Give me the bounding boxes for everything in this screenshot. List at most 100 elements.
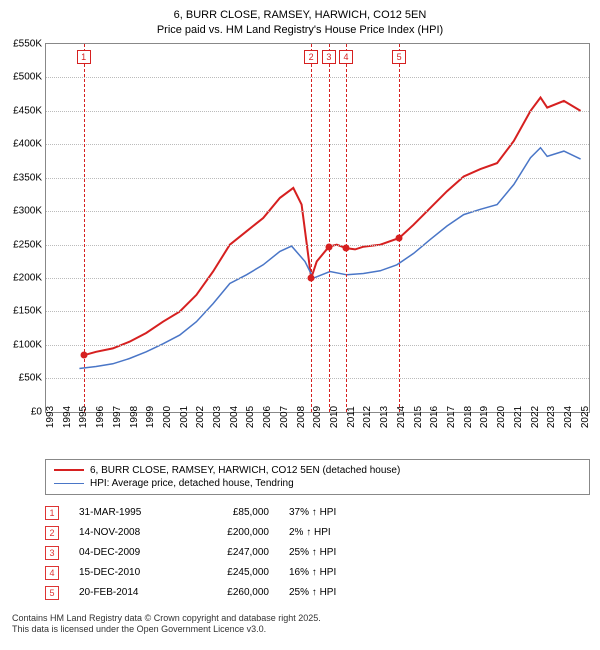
sale-row-date: 14-NOV-2008 bbox=[79, 527, 179, 538]
y-tick-label: £300K bbox=[13, 206, 42, 217]
sale-row-pct: 16% ↑ HPI bbox=[289, 567, 369, 578]
sale-marker-box: 2 bbox=[304, 50, 318, 64]
y-gridline bbox=[46, 211, 589, 212]
sale-row-marker: 1 bbox=[45, 506, 59, 520]
sale-row-pct: 25% ↑ HPI bbox=[289, 587, 369, 598]
title-line-2: Price paid vs. HM Land Registry's House … bbox=[0, 23, 600, 38]
x-tick-label: 2021 bbox=[513, 406, 524, 428]
sales-table: 1 31-MAR-1995 £85,000 37% ↑ HPI 2 14-NOV-2008… bbox=[45, 503, 590, 603]
x-tick-label: 1993 bbox=[45, 406, 56, 428]
sale-row-marker: 3 bbox=[45, 546, 59, 560]
sale-row-marker: 5 bbox=[45, 586, 59, 600]
footer-line-1: Contains HM Land Registry data © Crown c… bbox=[12, 613, 590, 625]
legend-label: 6, BURR CLOSE, RAMSEY, HARWICH, CO12 5EN… bbox=[90, 465, 400, 476]
y-tick-label: £400K bbox=[13, 139, 42, 150]
sale-row: 1 31-MAR-1995 £85,000 37% ↑ HPI bbox=[45, 503, 590, 523]
y-gridline bbox=[46, 311, 589, 312]
series-line bbox=[79, 147, 580, 368]
x-tick-label: 2006 bbox=[262, 406, 273, 428]
sale-vline bbox=[329, 44, 330, 412]
y-tick-label: £200K bbox=[13, 272, 42, 283]
y-tick-label: £550K bbox=[13, 38, 42, 49]
footer: Contains HM Land Registry data © Crown c… bbox=[12, 613, 590, 636]
sale-row-price: £247,000 bbox=[199, 547, 269, 558]
sale-dot bbox=[325, 243, 332, 250]
x-tick-label: 1998 bbox=[129, 406, 140, 428]
x-tick-label: 2023 bbox=[546, 406, 557, 428]
sale-vline bbox=[346, 44, 347, 412]
legend-item: HPI: Average price, detached house, Tend… bbox=[54, 477, 581, 490]
sale-row: 3 04-DEC-2009 £247,000 25% ↑ HPI bbox=[45, 543, 590, 563]
legend-label: HPI: Average price, detached house, Tend… bbox=[90, 478, 294, 489]
x-tick-label: 2014 bbox=[396, 406, 407, 428]
x-tick-label: 2010 bbox=[329, 406, 340, 428]
sale-row-pct: 37% ↑ HPI bbox=[289, 507, 369, 518]
y-gridline bbox=[46, 278, 589, 279]
sale-marker-box: 4 bbox=[339, 50, 353, 64]
x-tick-label: 2001 bbox=[179, 406, 190, 428]
sale-row-price: £200,000 bbox=[199, 527, 269, 538]
x-tick-label: 2003 bbox=[212, 406, 223, 428]
sale-row-date: 15-DEC-2010 bbox=[79, 567, 179, 578]
legend: 6, BURR CLOSE, RAMSEY, HARWICH, CO12 5EN… bbox=[45, 459, 590, 495]
x-tick-label: 2009 bbox=[312, 406, 323, 428]
x-tick-label: 1997 bbox=[112, 406, 123, 428]
x-tick-label: 2022 bbox=[530, 406, 541, 428]
legend-item: 6, BURR CLOSE, RAMSEY, HARWICH, CO12 5EN… bbox=[54, 464, 581, 477]
x-tick-label: 2017 bbox=[446, 406, 457, 428]
chart-title: 6, BURR CLOSE, RAMSEY, HARWICH, CO12 5EN… bbox=[0, 0, 600, 43]
series-line bbox=[84, 97, 580, 355]
sale-vline bbox=[399, 44, 400, 412]
x-tick-label: 2012 bbox=[362, 406, 373, 428]
sale-row-price: £245,000 bbox=[199, 567, 269, 578]
y-tick-label: £100K bbox=[13, 339, 42, 350]
y-tick-label: £50K bbox=[19, 373, 42, 384]
x-tick-label: 2011 bbox=[346, 406, 357, 428]
x-tick-label: 2008 bbox=[296, 406, 307, 428]
x-tick-label: 2025 bbox=[580, 406, 591, 428]
y-gridline bbox=[46, 111, 589, 112]
sale-dot bbox=[308, 274, 315, 281]
sale-row-pct: 2% ↑ HPI bbox=[289, 527, 369, 538]
y-gridline bbox=[46, 77, 589, 78]
y-gridline bbox=[46, 345, 589, 346]
sale-row: 5 20-FEB-2014 £260,000 25% ↑ HPI bbox=[45, 583, 590, 603]
y-tick-label: £350K bbox=[13, 172, 42, 183]
title-line-1: 6, BURR CLOSE, RAMSEY, HARWICH, CO12 5EN bbox=[0, 8, 600, 23]
sale-row-date: 31-MAR-1995 bbox=[79, 507, 179, 518]
y-tick-label: £150K bbox=[13, 306, 42, 317]
y-gridline bbox=[46, 178, 589, 179]
x-tick-label: 1994 bbox=[62, 406, 73, 428]
x-tick-label: 2024 bbox=[563, 406, 574, 428]
x-tick-label: 2013 bbox=[379, 406, 390, 428]
x-tick-label: 2004 bbox=[229, 406, 240, 428]
x-axis-ticks: 1993199419951996199719981999200020012002… bbox=[45, 413, 590, 453]
sale-row: 2 14-NOV-2008 £200,000 2% ↑ HPI bbox=[45, 523, 590, 543]
chart-plot-area: £0£50K£100K£150K£200K£250K£300K£350K£400… bbox=[45, 43, 590, 413]
x-tick-label: 1999 bbox=[145, 406, 156, 428]
sale-row-price: £260,000 bbox=[199, 587, 269, 598]
footer-line-2: This data is licensed under the Open Gov… bbox=[12, 624, 590, 636]
y-gridline bbox=[46, 144, 589, 145]
sale-row-date: 04-DEC-2009 bbox=[79, 547, 179, 558]
sale-dot bbox=[343, 244, 350, 251]
y-gridline bbox=[46, 378, 589, 379]
y-tick-label: £0 bbox=[31, 406, 42, 417]
sale-row-marker: 2 bbox=[45, 526, 59, 540]
legend-swatch bbox=[54, 483, 84, 484]
x-tick-label: 2016 bbox=[429, 406, 440, 428]
sale-marker-box: 3 bbox=[322, 50, 336, 64]
sale-marker-box: 5 bbox=[392, 50, 406, 64]
sale-dot bbox=[396, 234, 403, 241]
sale-marker-box: 1 bbox=[77, 50, 91, 64]
x-tick-label: 1996 bbox=[95, 406, 106, 428]
y-tick-label: £250K bbox=[13, 239, 42, 250]
x-tick-label: 2005 bbox=[245, 406, 256, 428]
x-tick-label: 2019 bbox=[479, 406, 490, 428]
x-tick-label: 1995 bbox=[78, 406, 89, 428]
sale-row-price: £85,000 bbox=[199, 507, 269, 518]
sale-row-date: 20-FEB-2014 bbox=[79, 587, 179, 598]
x-tick-label: 2000 bbox=[162, 406, 173, 428]
sale-row-pct: 25% ↑ HPI bbox=[289, 547, 369, 558]
legend-swatch bbox=[54, 469, 84, 471]
